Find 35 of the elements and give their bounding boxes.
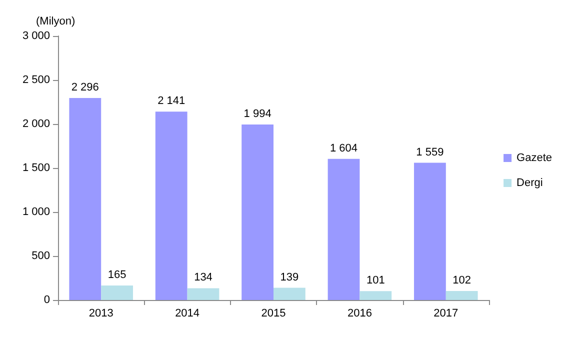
bar [328,158,360,300]
legend-label: Gazete [516,152,552,164]
y-tick-label: 500 [32,250,50,262]
y-tick-label: 1 000 [22,206,50,218]
bar [274,288,306,300]
data-label: 1 559 [416,146,444,158]
x-tick-label: 2015 [261,308,286,320]
x-tick-label: 2014 [175,308,200,320]
y-tick-label: 2 500 [22,74,50,86]
data-label: 134 [194,272,212,284]
bar [446,291,478,300]
data-label: 2 296 [71,81,99,94]
bar [69,98,102,300]
legend-label: Dergi [516,177,543,189]
bar [242,124,274,300]
data-label: 1 994 [244,108,272,120]
x-tick-label: 2017 [434,308,458,320]
bar [155,112,188,300]
data-label: 102 [452,274,472,287]
bar [187,288,220,300]
y-tick-label: 0 [44,294,50,306]
y-tick-label: 3 000 [22,30,50,42]
x-tick-label: 2013 [88,308,114,320]
y-axis-title: (Milyon) [36,16,76,28]
bar [101,285,133,300]
data-label: 165 [108,268,126,281]
data-label: 139 [280,271,299,284]
y-tick-label: 2 000 [22,118,50,130]
y-tick-label: 1 500 [22,162,50,174]
x-tick-label: 2016 [347,308,372,320]
data-label: 101 [366,274,385,287]
bar [414,162,446,300]
data-label: 2 141 [158,95,186,108]
data-label: 1 604 [330,142,358,154]
bar [360,291,392,300]
